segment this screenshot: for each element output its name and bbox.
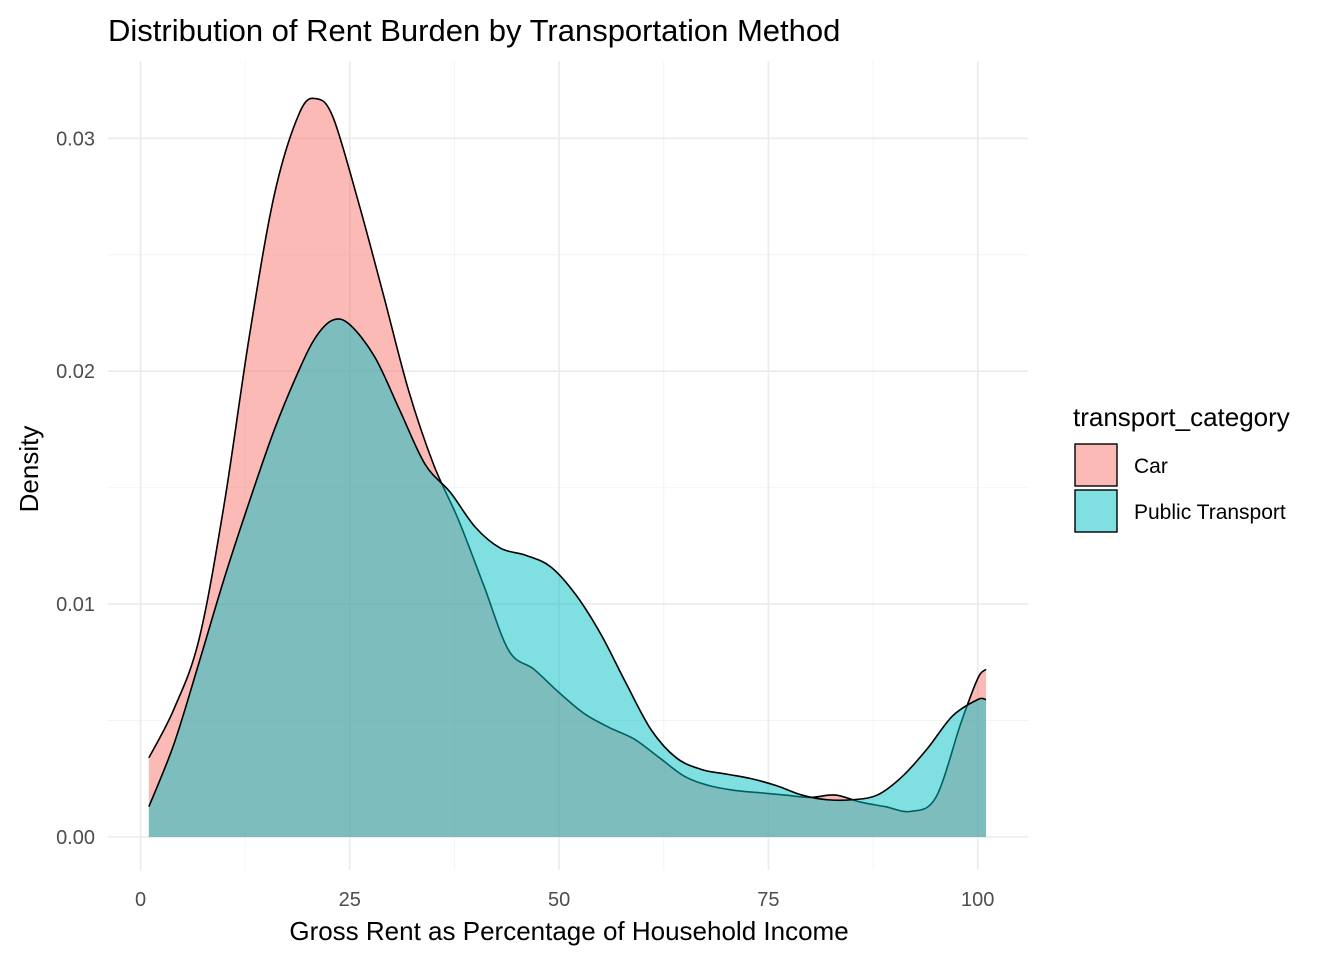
x-tick-label: 0 xyxy=(135,889,146,911)
legend-key-car xyxy=(1074,443,1118,487)
density-area-public-transport xyxy=(148,318,987,838)
x-axis-ticks: 0 25 50 75 100 xyxy=(135,889,994,911)
x-tick-label: 25 xyxy=(339,889,361,911)
x-tick-label: 100 xyxy=(961,889,994,911)
legend: transport_category Car Public Transport xyxy=(1073,402,1290,533)
legend-label-car: Car xyxy=(1134,455,1168,478)
x-tick-label: 75 xyxy=(757,889,779,911)
x-tick-label: 50 xyxy=(548,889,570,911)
density-areas xyxy=(148,97,987,838)
y-axis-ticks: 0.00 0.01 0.02 0.03 xyxy=(56,128,95,849)
density-line-public-transport xyxy=(148,318,987,808)
legend-title: transport_category xyxy=(1073,402,1290,432)
y-tick-label: 0.02 xyxy=(56,361,95,383)
x-axis-title: Gross Rent as Percentage of Household In… xyxy=(289,916,848,946)
y-tick-label: 0.00 xyxy=(56,827,95,849)
legend-key-public-transport xyxy=(1074,489,1118,533)
chart-title: Distribution of Rent Burden by Transport… xyxy=(108,13,840,48)
y-tick-label: 0.01 xyxy=(56,594,95,616)
y-tick-label: 0.03 xyxy=(56,128,95,150)
y-axis-title: Density xyxy=(14,426,44,513)
legend-label-public-transport: Public Transport xyxy=(1134,501,1286,524)
